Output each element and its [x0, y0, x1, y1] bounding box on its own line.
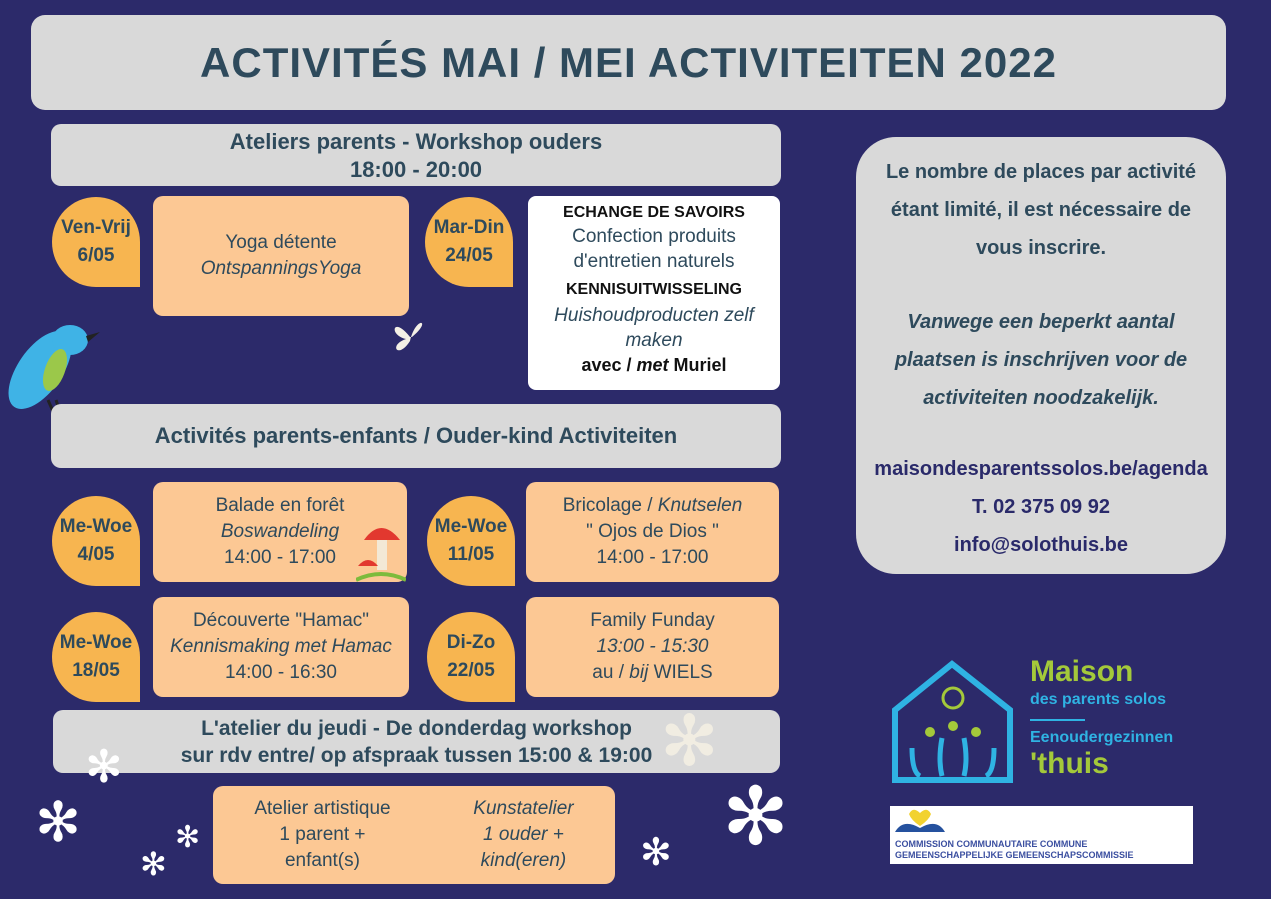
- date-bubble: Me-Woe 4/05: [52, 496, 140, 586]
- flower-icon: ✻: [660, 702, 719, 780]
- flower-icon: ✻: [85, 741, 123, 792]
- thursday-subheading: sur rdv entre/ op afspraak tussen 15:00 …: [180, 744, 653, 767]
- activity-atelier: Atelier artistique 1 parent + enfant(s) Ku…: [213, 786, 615, 884]
- info-nl: Vanwege een beperkt aantal plaatsen is i…: [894, 311, 1188, 409]
- fr-line: Atelier artistique: [254, 798, 391, 819]
- day: Me-Woe: [59, 516, 133, 537]
- date-bubble: Mar-Din 24/05: [425, 197, 513, 287]
- host-name: Muriel: [673, 355, 727, 375]
- page-title: ACTIVITÉS MAI / MEI ACTIVITEITEN 2022: [31, 15, 1226, 110]
- date-bubble: Me-Woe 18/05: [52, 612, 140, 702]
- date: 24/05: [445, 245, 493, 266]
- logo-line: des parents solos: [1030, 691, 1167, 708]
- label-nl: KENNISUITWISSELING: [565, 281, 742, 298]
- logo-line: 'thuis: [1030, 747, 1109, 780]
- date: 4/05: [77, 544, 115, 565]
- house-logo-icon: [892, 660, 1013, 783]
- logo-line: Eenoudergezinnen: [1030, 729, 1174, 746]
- activity-subtitle: Kennismaking met Hamac: [170, 636, 392, 657]
- day: Ven-Vrij: [61, 217, 131, 238]
- with-nl: met: [636, 355, 669, 375]
- activity-funday: Family Funday 13:00 - 15:30 au / bij WIELS: [526, 597, 779, 697]
- phone-number: T. 02 375 09 92: [972, 496, 1110, 518]
- activity-title: Découverte "Hamac": [192, 610, 370, 631]
- day: Me-Woe: [434, 516, 508, 537]
- date-bubble: Ven-Vrij 6/05: [52, 197, 140, 287]
- activity-subtitle: Boswandeling: [220, 521, 340, 542]
- day: Di-Zo: [446, 632, 496, 653]
- activity-time: 14:00 - 17:00: [224, 547, 336, 568]
- sponsor-line: GEMEENSCHAPPELIJKE GEMEENSCHAPSCOMMISSIE: [895, 850, 1134, 860]
- activity-time: 14:00 - 16:30: [225, 662, 337, 683]
- date: 22/05: [447, 660, 495, 681]
- thursday-heading: L'atelier du jeudi - De donderdag worksh…: [201, 717, 632, 740]
- activity-title: Balade en forêt: [215, 495, 345, 516]
- activity-hamac: Découverte "Hamac" Kennismaking met Hamac…: [153, 597, 409, 697]
- place-nl: bij: [629, 662, 649, 683]
- date: 6/05: [77, 245, 115, 266]
- workshops-time: 18:00 - 20:00: [349, 157, 483, 182]
- fr-line: 1 parent +: [279, 824, 366, 845]
- place-prefix: au /: [592, 662, 624, 683]
- flower-icon: ✻: [140, 846, 167, 882]
- sponsor-line: COMMISSION COMMUNAUTAIRE COMMUNE: [895, 839, 1088, 849]
- nl-line: 1 ouder +: [483, 824, 564, 845]
- website-link[interactable]: maisondesparentssolos.be/agenda: [874, 458, 1208, 480]
- day: Me-Woe: [59, 632, 133, 653]
- logo-text: Maison des parents solos Eenoudergezinne…: [1030, 655, 1173, 781]
- activity-savoirs: ECHANGE DE SAVOIRS Confection produits d…: [528, 196, 780, 390]
- heart-logo-icon: [895, 809, 945, 832]
- info-fr: Le nombre de places par activité étant l…: [885, 161, 1197, 259]
- day: Mar-Din: [433, 217, 505, 238]
- logo-line: Maison: [1030, 655, 1134, 688]
- nl-line: Kunstatelier: [473, 798, 574, 819]
- activity-time: 14:00 - 17:00: [596, 547, 709, 568]
- workshops-heading: Ateliers parents - Workshop ouders: [229, 129, 603, 154]
- butterfly-icon: [394, 322, 423, 351]
- activity-bricolage: Bricolage / Knutselen " Ojos de Dios " 14:…: [526, 482, 779, 582]
- thursday-header: L'atelier du jeudi - De donderdag worksh…: [53, 710, 780, 773]
- nl-line: kind(eren): [480, 850, 567, 871]
- date-bubble: Di-Zo 22/05: [427, 612, 515, 702]
- place: WIELS: [653, 662, 713, 683]
- mushroom-icon: [356, 528, 406, 582]
- activity-subtitle: OntspanningsYoga: [200, 258, 362, 279]
- bird-icon: [8, 325, 100, 419]
- activity-subtitle: " Ojos de Dios ": [586, 521, 719, 542]
- activity-title-nl: Knutselen: [657, 495, 743, 516]
- date: 18/05: [72, 660, 120, 681]
- with-fr: avec /: [581, 355, 632, 375]
- date-bubble: Me-Woe 11/05: [427, 496, 515, 586]
- activity-yoga: Yoga détente OntspanningsYoga: [153, 196, 409, 316]
- email-link[interactable]: info@solothuis.be: [954, 534, 1128, 556]
- sponsor-logo: COMMISSION COMMUNAUTAIRE COMMUNE GEMEENS…: [890, 806, 1193, 864]
- activity-title: Yoga détente: [225, 232, 337, 253]
- activity-title: Bricolage /: [562, 495, 653, 516]
- info-panel: Le nombre de places par activité étant l…: [856, 137, 1226, 574]
- activity-title: Family Funday: [590, 610, 715, 631]
- workshops-header: Ateliers parents - Workshop ouders 18:00…: [51, 124, 781, 186]
- label-fr: ECHANGE DE SAVOIRS: [563, 204, 745, 221]
- date: 11/05: [447, 544, 495, 565]
- parent-child-header: Activités parents-enfants / Ouder-kind A…: [51, 404, 781, 468]
- flower-icon: ✻: [175, 821, 201, 854]
- flower-icon: ✻: [35, 791, 82, 853]
- title-nl: Huishoudproducten zelf maken: [554, 305, 754, 351]
- flower-icon: ✻: [640, 832, 672, 874]
- title-fr: Confection produits d'entretien naturels: [572, 226, 736, 272]
- activity-subtitle: 13:00 - 15:30: [596, 636, 709, 657]
- flower-icon: ✻: [722, 772, 790, 861]
- fr-line: enfant(s): [284, 850, 360, 871]
